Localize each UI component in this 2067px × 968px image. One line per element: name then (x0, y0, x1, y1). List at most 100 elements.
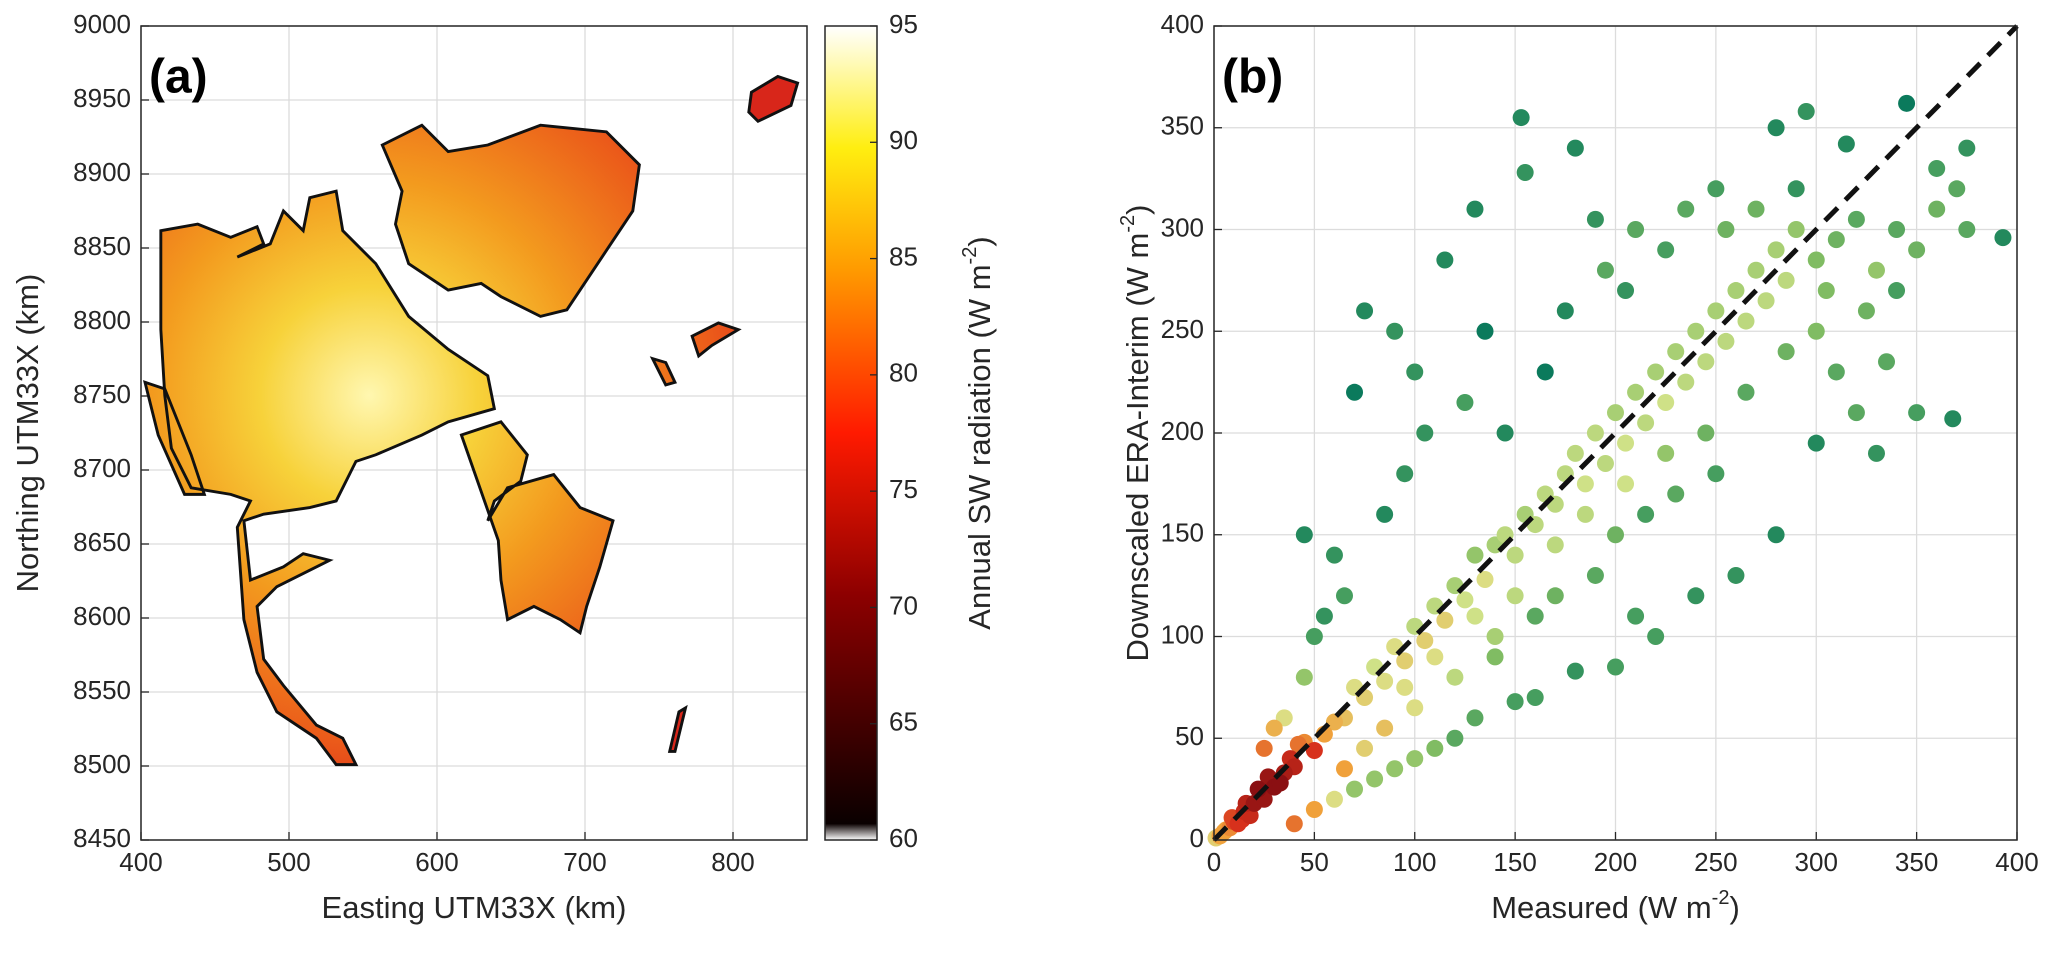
scatter-point (1617, 475, 1635, 493)
x-tick-label: 0 (1207, 847, 1221, 877)
scatter-point (1717, 221, 1735, 238)
scatter-point (1878, 353, 1896, 371)
x-tick-label: 400 (119, 847, 162, 877)
y-tick-label: 350 (1161, 111, 1204, 141)
scatter-point (1315, 607, 1333, 625)
scatter-point (1958, 221, 1976, 238)
y-tick-label: 8700 (73, 453, 131, 483)
scatter-point (1512, 109, 1530, 127)
colorbar-tick-label: 85 (889, 241, 918, 271)
y-axis-label-tail: ) (1120, 204, 1155, 214)
scatter-point (1436, 251, 1454, 269)
scatter-point (1747, 261, 1765, 279)
scatter-point (1426, 739, 1444, 757)
scatter-point (1506, 546, 1524, 564)
scatter-point (1486, 628, 1504, 645)
scatter-point (1928, 159, 1946, 177)
scatter-point (1607, 404, 1624, 422)
y-axis-label: Downscaled ERA-Interim (W m-2) (1117, 204, 1155, 661)
scatter-point (1898, 94, 1916, 112)
scatter-point (1908, 404, 1926, 422)
one-to-one-line (1212, 24, 2019, 842)
scatter-point (1265, 719, 1283, 737)
scatter-point (1647, 363, 1665, 381)
scatter-point (1305, 800, 1323, 818)
scatter-point (1356, 302, 1374, 320)
x-tick-label: 800 (711, 847, 754, 877)
scatter-point (1295, 526, 1313, 544)
scatter-point (1476, 571, 1494, 589)
scatter-point (1466, 546, 1484, 564)
scatter-point (1566, 444, 1584, 462)
scatter-point (1506, 587, 1524, 605)
scatter-point (1376, 672, 1394, 690)
scatter-point (1807, 322, 1825, 340)
scatter-point (1346, 780, 1364, 798)
x-tick-label: 600 (415, 847, 458, 877)
colorbar-label-tail: ) (962, 236, 997, 246)
scatter-point (1707, 302, 1725, 320)
scatter-point (1948, 180, 1966, 198)
scatter-point (1797, 102, 1815, 120)
scatter-point (1576, 475, 1594, 493)
scatter-point (1386, 322, 1404, 340)
x-tick-label: 100 (1393, 847, 1436, 877)
scatter-point (1436, 611, 1454, 629)
colorbar: 60 65 70 75 80 85 90 95 Annual SW radiation (W m… (824, 9, 997, 853)
y-tick-label: 8800 (73, 305, 131, 335)
scatter-point (1657, 241, 1675, 259)
y-tick-label: 8500 (73, 749, 131, 779)
scatter-point (1586, 566, 1604, 584)
scatter-point (1406, 750, 1424, 768)
scatter-point (1847, 404, 1865, 422)
y-tick-label: 9000 (73, 9, 131, 39)
scatter-point (1627, 383, 1645, 401)
x-tick-label: 500 (267, 847, 310, 877)
scatter-point (1607, 658, 1624, 676)
colorbar-tick-label: 75 (889, 474, 918, 504)
scatter-point (1928, 200, 1946, 218)
scatter-point (1944, 410, 1962, 428)
scatter-point (1747, 200, 1765, 218)
scatter-point (1466, 709, 1484, 727)
scatter-point (1566, 139, 1584, 157)
y-tick-label: 8650 (73, 527, 131, 557)
y-tick-label: 400 (1161, 9, 1204, 39)
colorbar-tick-label: 80 (889, 358, 918, 388)
scatter-point (1526, 607, 1544, 625)
scatter-point (1787, 180, 1805, 198)
scatter-point (1888, 282, 1906, 300)
scatter-point (1857, 302, 1875, 320)
scatter-point (1827, 231, 1845, 249)
scatter-point (1546, 536, 1564, 554)
axes-frame (140, 25, 808, 841)
colorbar-label-text: Annual SW radiation (W m (962, 264, 997, 629)
scatter-point (1476, 322, 1494, 340)
colorbar-scale (824, 25, 878, 841)
scatter-point (1627, 221, 1645, 238)
scatter-point (1446, 668, 1464, 686)
scatter-point (1335, 587, 1353, 605)
scatter-point (1677, 373, 1695, 391)
x-axis-label-tail: ) (1729, 890, 1739, 925)
scatter-point (1777, 271, 1795, 289)
scatter-point (1667, 485, 1685, 503)
scatter-point (1346, 383, 1364, 401)
scatter-point (1506, 693, 1524, 711)
scatter-point (1416, 632, 1434, 650)
scatter-point (1617, 434, 1635, 452)
scatter-point (1295, 668, 1313, 686)
colorbar-tick-label: 60 (889, 823, 918, 853)
scatter-point (1255, 739, 1273, 757)
y-tick-label: 250 (1161, 314, 1204, 344)
scatter-point (1807, 434, 1825, 452)
scatter-point (1767, 119, 1785, 137)
scatter-point (1737, 383, 1755, 401)
scatter-point (1994, 229, 2012, 247)
panel-label: (b) (1222, 51, 1283, 104)
x-tick-label: 350 (1895, 847, 1938, 877)
scatter-point (1707, 180, 1725, 198)
scatter-point (1325, 790, 1343, 808)
y-tick-label: 100 (1161, 619, 1204, 649)
x-tick-label: 300 (1795, 847, 1838, 877)
